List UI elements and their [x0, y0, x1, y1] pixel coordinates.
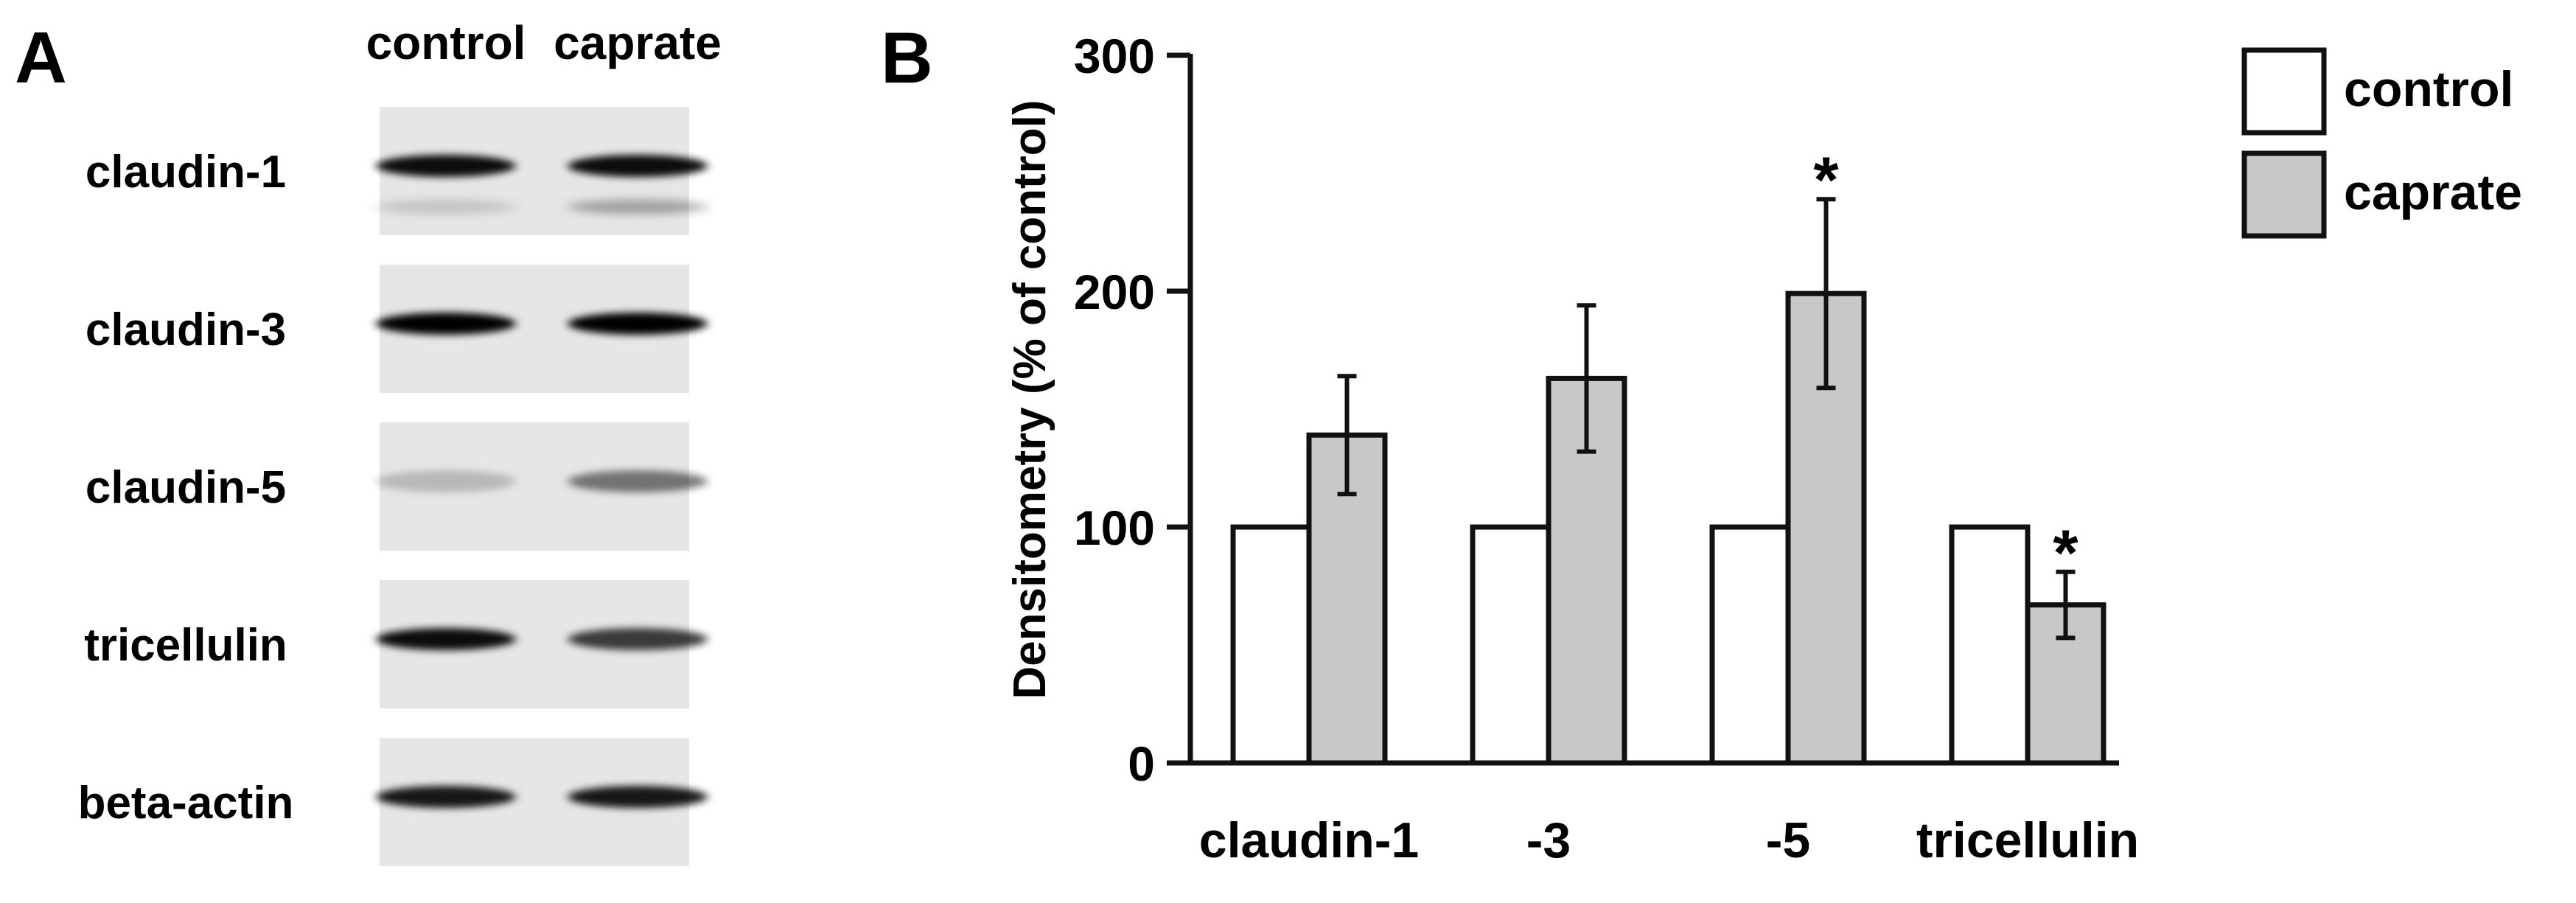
y-tick-label: 100 [1074, 501, 1155, 555]
bar-control [1230, 524, 1312, 766]
blot-row: claudin-5 [85, 422, 708, 551]
blot-band [568, 155, 708, 178]
panel-b-letter: B [881, 17, 933, 98]
blot-rows: claudin-1 claudin-3 claudin-5 tricellulin be… [78, 107, 708, 866]
bar-control [1470, 524, 1551, 766]
blot-faint-band [568, 199, 708, 215]
blot-band [568, 313, 708, 335]
legend: control caprate [2241, 47, 2522, 239]
blot-label: beta-actin [78, 778, 294, 829]
blot-row: claudin-3 [85, 265, 708, 393]
panel-a-letter: A [15, 17, 67, 98]
blot-band [376, 470, 516, 493]
panel-a-western-blot: A control caprate claudin-1claudin-3clau… [15, 16, 722, 866]
chart-marks: 0 100 200 300 claudin-1 -3 * -5 * tricellulin [1074, 29, 2139, 868]
bar-control [1949, 524, 2031, 766]
panel-b-bar-chart: B Densitometry (% of control) 0 100 200 300… [881, 17, 2522, 868]
legend-swatch-control [2241, 47, 2327, 136]
x-tick-label: -5 [1766, 812, 1810, 868]
y-tick-label: 200 [1074, 265, 1155, 319]
significance-marker: * [2053, 516, 2078, 589]
blot-band [568, 786, 708, 809]
significance-marker: * [1813, 143, 1839, 216]
blot-band [376, 313, 516, 335]
blot-label: claudin-3 [85, 304, 286, 355]
x-tick-label: tricellulin [1916, 812, 2139, 868]
x-tick-label: claudin-1 [1199, 812, 1420, 868]
column-label-control: control [366, 16, 526, 69]
blot-faint-band [376, 199, 516, 215]
blot-label: claudin-1 [85, 147, 286, 198]
y-tick-label: 300 [1074, 29, 1155, 83]
column-label-caprate: caprate [554, 16, 722, 69]
bar-control [1709, 524, 1791, 766]
y-axis-label: Densitometry (% of control) [1005, 100, 1055, 700]
blot-row: tricellulin [84, 580, 708, 708]
legend-label-caprate: caprate [2344, 164, 2522, 220]
blot-row: claudin-1 [85, 107, 708, 235]
blot-band [376, 786, 516, 809]
blot-band [376, 155, 516, 178]
blot-band [568, 470, 708, 493]
blot-band [568, 628, 708, 651]
legend-swatch-caprate [2241, 150, 2327, 239]
y-tick-label: 0 [1128, 736, 1155, 791]
blot-row: beta-actin [78, 738, 708, 866]
blot-band [376, 628, 516, 651]
x-tick-label: -3 [1526, 812, 1571, 868]
blot-label: claudin-5 [85, 462, 286, 513]
legend-label-control: control [2344, 61, 2513, 117]
blot-label: tricellulin [84, 620, 287, 671]
